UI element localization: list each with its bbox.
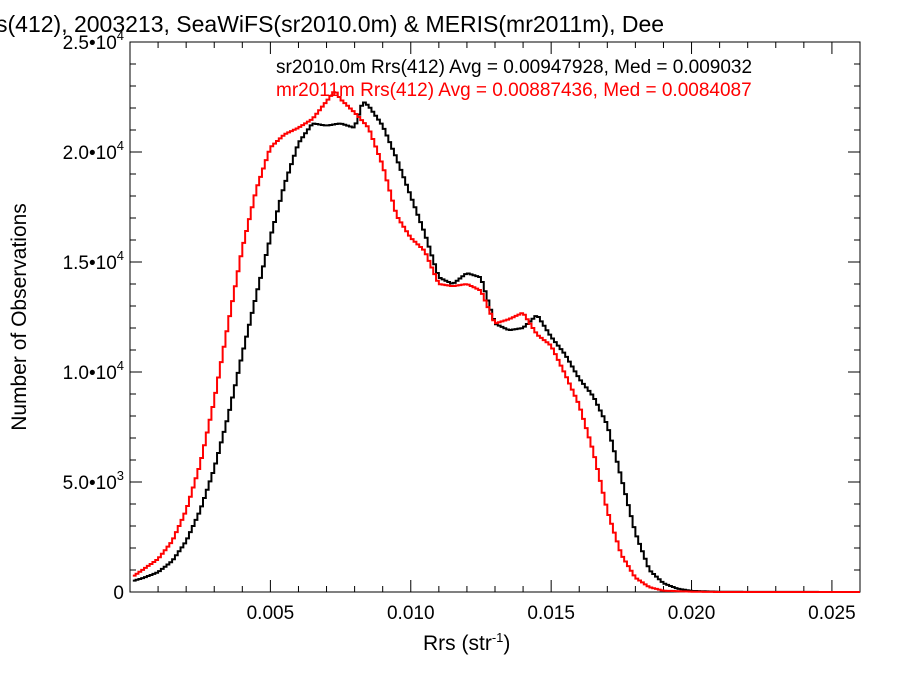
- x-tick-label: 0.010: [387, 603, 435, 624]
- chart-title: s(412), 2003213, SeaWiFS(sr2010.0m) & ME…: [0, 11, 664, 37]
- x-axis-title-main: Rrs (str: [423, 632, 492, 655]
- y-tick-label-exp: 4: [117, 248, 124, 263]
- y-tick-label-base: 0: [113, 583, 124, 604]
- plot-frame: [129, 41, 861, 593]
- legend: sr2010.0m Rrs(412) Avg = 0.00947928, Med…: [276, 57, 752, 101]
- x-tick-label: 0.020: [668, 603, 716, 624]
- series-group: [132, 91, 860, 593]
- y-tick-label-base: 1.0•10: [63, 363, 117, 384]
- x-tick-label: 0.015: [527, 603, 575, 624]
- y-tick-label-exp: 4: [117, 358, 124, 373]
- y-tick-label: 1.0•104: [63, 358, 124, 384]
- legend-entry: sr2010.0m Rrs(412) Avg = 0.00947928, Med…: [276, 57, 752, 78]
- x-axis-title-end: ): [503, 632, 510, 655]
- legend-entry: mr2011m Rrs(412) Avg = 0.00887436, Med =…: [276, 80, 752, 101]
- x-axis-title-sup: -1: [492, 630, 504, 645]
- y-tick-label-exp: 4: [117, 138, 124, 153]
- y-tick-label-base: 2.0•10: [63, 143, 117, 164]
- x-tick-label: 0.005: [247, 603, 295, 624]
- y-tick-label-base: 1.5•10: [63, 253, 117, 274]
- series-line-seawifs: [132, 101, 860, 593]
- y-tick-label: 0: [113, 583, 124, 604]
- x-axis-title: Rrs (str-1): [423, 630, 510, 655]
- series-line-meris: [132, 91, 860, 593]
- y-tick-label-base: 5.0•10: [63, 473, 117, 494]
- y-tick-label-base: 2.5•10: [63, 33, 117, 54]
- x-axis: 0.005 0.010 0.015 0.020 0.025: [157, 42, 856, 624]
- x-tick-label: 0.025: [808, 603, 856, 624]
- y-tick-label: 2.5•104: [63, 28, 124, 54]
- y-tick-label: 2.0•104: [63, 138, 124, 164]
- y-tick-label: 1.5•104: [63, 248, 124, 274]
- y-tick-label-exp: 4: [117, 28, 124, 43]
- y-axis-title: Number of Observations: [8, 203, 31, 431]
- y-tick-label-exp: 3: [117, 468, 124, 483]
- y-tick-label: 5.0•103: [63, 468, 124, 494]
